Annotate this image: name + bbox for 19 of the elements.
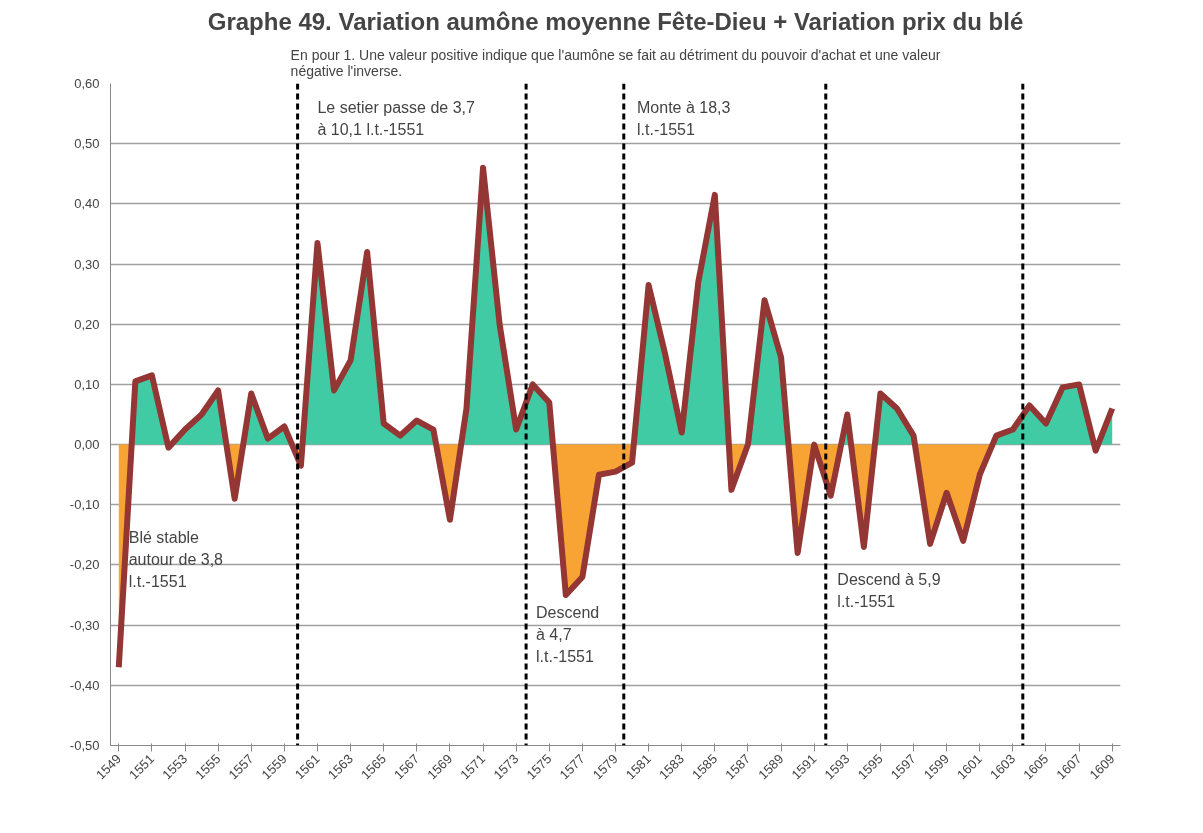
annotation: Blé stable autour de 3,8 l.t.-1551 — [128, 528, 224, 591]
y-tick-label: -0,20 — [69, 557, 100, 573]
y-tick-label: 0,60 — [74, 76, 100, 91]
annotation: Le setier passe de 3,7 à 10,1 l.t.-1551 — [317, 98, 476, 138]
y-tick-label: 0,00 — [74, 437, 100, 453]
annotation: Monte à 18,3 l.t.-1551 — [637, 98, 731, 138]
chart-subtitle: En pour 1. Une valeur positive indique que l'aumône se fait au détriment du pouvoir d'achat et une valeur négative l'inverse. — [290, 46, 941, 79]
y-tick-label: 0,20 — [74, 316, 100, 332]
y-tick-label: 0,50 — [74, 136, 100, 152]
y-tick-label: 0,40 — [74, 196, 100, 212]
y-tick-label: -0,40 — [69, 677, 100, 693]
annotation: Descend à 4,7 l.t.-1551 — [536, 604, 600, 666]
annotation: Descend à 5,9 l.t.-1551 — [837, 570, 941, 611]
y-tick-label: -0,30 — [69, 617, 100, 633]
y-tick-label: 0,30 — [74, 256, 100, 272]
y-tick-label: -0,10 — [69, 497, 100, 513]
y-tick-label: -0,50 — [69, 738, 100, 753]
chart-title: Graphe 49. Variation aumône moyenne Fête-Dieu + Variation prix du blé — [207, 7, 1024, 35]
y-tick-label: 0,10 — [74, 376, 100, 392]
